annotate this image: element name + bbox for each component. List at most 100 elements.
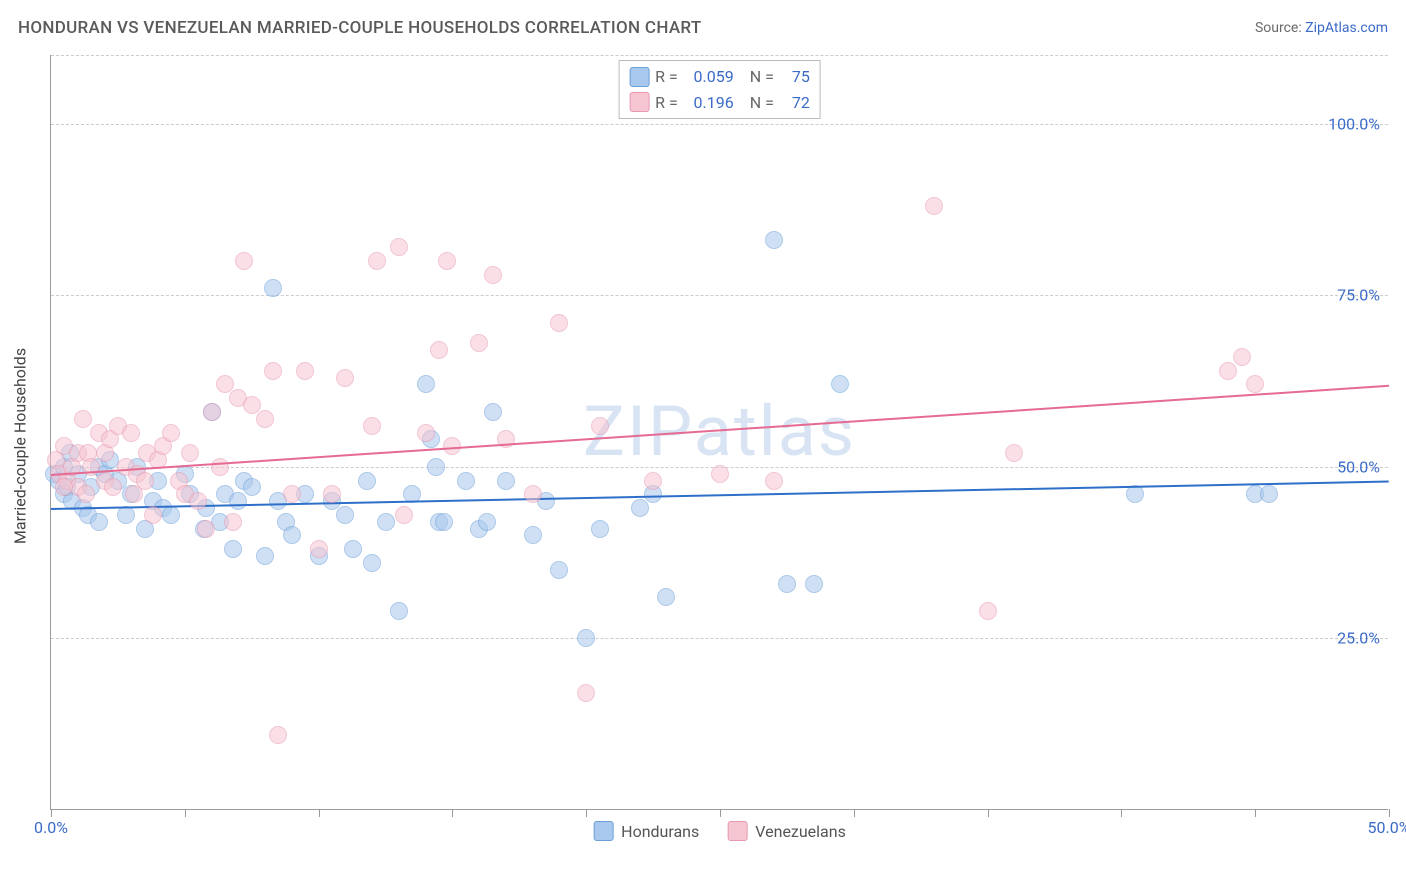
data-point-hondurans [631, 499, 649, 517]
data-point-hondurans [363, 554, 381, 572]
data-point-venezuelans [644, 472, 662, 490]
data-point-venezuelans [189, 492, 207, 510]
data-point-hondurans [344, 540, 362, 558]
y-tick-label: 75.0% [1337, 286, 1380, 305]
data-point-venezuelans [211, 458, 229, 476]
data-point-hondurans [377, 513, 395, 531]
x-tick-label: 0.0% [34, 818, 68, 837]
honduran-swatch-icon [593, 821, 613, 841]
data-point-venezuelans [368, 252, 386, 270]
legend-label-venezuelans: Venezuelans [755, 822, 846, 841]
stats-legend-box: R = 0.059 N = 75 R = 0.196 N = 72 [618, 60, 821, 119]
data-point-hondurans [778, 575, 796, 593]
data-point-hondurans [417, 375, 435, 393]
gridline [51, 295, 1388, 296]
data-point-hondurans [162, 506, 180, 524]
data-point-hondurans [256, 547, 274, 565]
x-tick [51, 809, 52, 817]
x-tick [319, 809, 320, 817]
data-point-venezuelans [310, 540, 328, 558]
data-point-venezuelans [104, 478, 122, 496]
n-value-hondurans: 75 [780, 64, 810, 90]
r-label: R = [655, 90, 678, 116]
data-point-hondurans [264, 279, 282, 297]
gridline [51, 124, 1388, 125]
data-point-venezuelans [390, 238, 408, 256]
data-point-venezuelans [55, 478, 73, 496]
data-point-hondurans [224, 540, 242, 558]
data-point-hondurans [435, 513, 453, 531]
data-point-hondurans [243, 478, 261, 496]
x-tick [1255, 809, 1256, 817]
data-point-hondurans [591, 520, 609, 538]
x-tick [1121, 809, 1122, 817]
r-value-hondurans: 0.059 [684, 64, 734, 90]
x-tick [586, 809, 587, 817]
data-point-venezuelans [1246, 375, 1264, 393]
data-point-hondurans [831, 375, 849, 393]
data-point-venezuelans [591, 417, 609, 435]
r-label: R = [655, 64, 678, 90]
data-point-hondurans [805, 575, 823, 593]
n-label: N = [750, 64, 774, 90]
data-point-venezuelans [363, 417, 381, 435]
data-point-hondurans [550, 561, 568, 579]
data-point-venezuelans [224, 513, 242, 531]
data-point-hondurans [478, 513, 496, 531]
data-point-venezuelans [395, 506, 413, 524]
data-point-hondurans [358, 472, 376, 490]
legend-item-venezuelans: Venezuelans [727, 821, 846, 841]
source-link[interactable]: ZipAtlas.com [1305, 20, 1388, 36]
data-point-venezuelans [438, 252, 456, 270]
data-point-venezuelans [269, 726, 287, 744]
data-point-venezuelans [264, 362, 282, 380]
y-axis-title: Married-couple Households [11, 348, 30, 544]
data-point-hondurans [229, 492, 247, 510]
x-tick [452, 809, 453, 817]
data-point-hondurans [336, 506, 354, 524]
stats-row-venezuelans: R = 0.196 N = 72 [629, 90, 810, 116]
y-tick-label: 100.0% [1328, 114, 1380, 133]
data-point-venezuelans [197, 520, 215, 538]
data-point-venezuelans [1233, 348, 1251, 366]
data-point-hondurans [457, 472, 475, 490]
data-point-hondurans [524, 526, 542, 544]
x-tick [854, 809, 855, 817]
data-point-venezuelans [979, 602, 997, 620]
data-point-venezuelans [577, 684, 595, 702]
y-tick-label: 50.0% [1337, 457, 1380, 476]
data-point-venezuelans [181, 444, 199, 462]
data-point-venezuelans [122, 424, 140, 442]
x-tick-label: 50.0% [1368, 818, 1406, 837]
gridline [51, 55, 1388, 56]
x-tick [1389, 809, 1390, 817]
data-point-venezuelans [484, 266, 502, 284]
data-point-hondurans [765, 231, 783, 249]
data-point-venezuelans [470, 334, 488, 352]
data-point-venezuelans [296, 362, 314, 380]
data-point-venezuelans [235, 252, 253, 270]
legend-item-hondurans: Hondurans [593, 821, 699, 841]
r-value-venezuelans: 0.196 [684, 90, 734, 116]
x-tick [185, 809, 186, 817]
data-point-hondurans [427, 458, 445, 476]
gridline [51, 638, 1388, 639]
n-label: N = [750, 90, 774, 116]
data-point-venezuelans [1005, 444, 1023, 462]
data-point-venezuelans [125, 485, 143, 503]
data-point-venezuelans [144, 506, 162, 524]
data-point-venezuelans [550, 314, 568, 332]
data-point-hondurans [577, 629, 595, 647]
stats-row-hondurans: R = 0.059 N = 75 [629, 64, 810, 90]
data-point-venezuelans [77, 485, 95, 503]
legend-label-hondurans: Hondurans [621, 822, 699, 841]
venezuelan-swatch-icon [629, 92, 649, 112]
data-point-venezuelans [323, 485, 341, 503]
data-point-venezuelans [283, 485, 301, 503]
venezuelan-swatch-icon [727, 821, 747, 841]
data-point-hondurans [497, 472, 515, 490]
data-point-venezuelans [1219, 362, 1237, 380]
legend-bottom: Hondurans Venezuelans [593, 821, 846, 841]
data-point-venezuelans [711, 465, 729, 483]
data-point-venezuelans [925, 197, 943, 215]
